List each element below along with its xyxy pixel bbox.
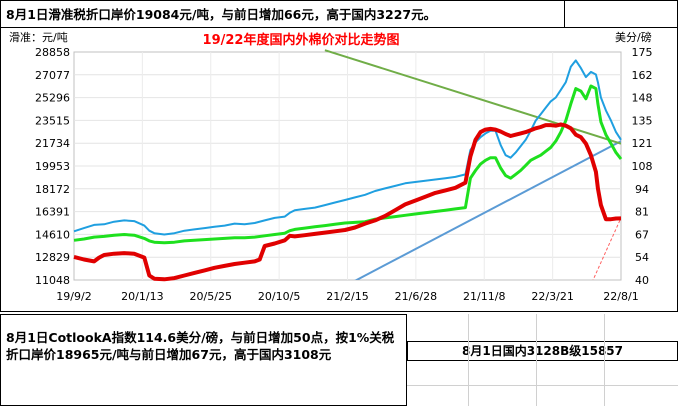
grid-line [536,314,537,406]
x-tick-label: 22/8/1 [603,290,638,303]
y-left-tick-label: 12829 [35,251,70,264]
series-line-imported_1pct_duty [73,84,623,245]
y-right-tick-label: 81 [635,206,649,219]
trend-line [324,49,621,145]
empty-cell [565,0,678,28]
y-left-tick-label: 19953 [35,160,70,173]
y-right-tick-label: 162 [632,69,653,82]
series-line-imported_sliding_duty [73,59,622,236]
x-tick-label: 20/10/5 [258,290,300,303]
y-right-tick-label: 94 [635,183,649,196]
y-right-tick-label: 135 [632,114,653,127]
x-tick-label: 21/2/15 [326,290,368,303]
x-tick-label: 20/5/25 [190,290,232,303]
y-right-tick-label: 175 [632,46,653,59]
trend-line [354,140,621,280]
cotlook-note: 8月1日CotlookA指数114.6美分/磅，与前日增加50点，按1%关税折口… [0,314,407,406]
y-right-axis-label: 美分/磅 [615,30,652,44]
y-left-tick-label: 21734 [35,137,70,150]
y-left-tick-label: 14610 [35,228,70,241]
x-tick-label: 20/1/13 [121,290,163,303]
y-left-tick-label: 16391 [35,206,70,219]
y-left-axis-label: 滑准：元/吨 [9,31,68,44]
y-right-tick-label: 40 [635,274,649,287]
grid-line [468,314,469,406]
trend-line [592,217,621,280]
grid-line [604,314,605,406]
y-left-tick-label: 25296 [35,92,70,105]
y-right-tick-label: 108 [632,160,653,173]
x-tick-label: 22/3/21 [531,290,573,303]
y-left-tick-label: 28858 [35,46,70,59]
x-tick-label: 21/11/8 [463,290,505,303]
y-left-tick-label: 27077 [35,69,70,82]
note-right-area: 8月1日国内3128B级15857 [407,314,678,406]
y-right-tick-label: 121 [632,137,653,150]
chart-title: 19/22年度国内外棉价对比走势图 [203,32,400,48]
y-right-tick-label: 148 [632,92,653,105]
chart-area: 19/22年度国内外棉价对比走势图 滑准：元/吨 美分/磅 28858 27077… [0,28,678,312]
x-tick-label: 21/6/28 [395,290,437,303]
y-left-tick-label: 18172 [35,183,70,196]
top-note: 8月1日滑准税折口岸价19084元/吨，与前日增加66元，高于国内3227元。 [0,0,565,28]
series-line-domestic_3128B [73,122,622,282]
y-left-tick-label: 23515 [35,114,70,127]
x-tick-label: 19/9/2 [56,290,91,303]
y-right-tick-label: 67 [635,228,649,241]
domestic-price-note: 8月1日国内3128B级15857 [407,341,678,361]
y-left-tick-label: 11048 [35,274,70,287]
grid-line [407,385,678,386]
cotton-price-chart: 19/22年度国内外棉价对比走势图 滑准：元/吨 美分/磅 28858 27077… [9,30,653,303]
y-right-tick-label: 54 [635,251,649,264]
